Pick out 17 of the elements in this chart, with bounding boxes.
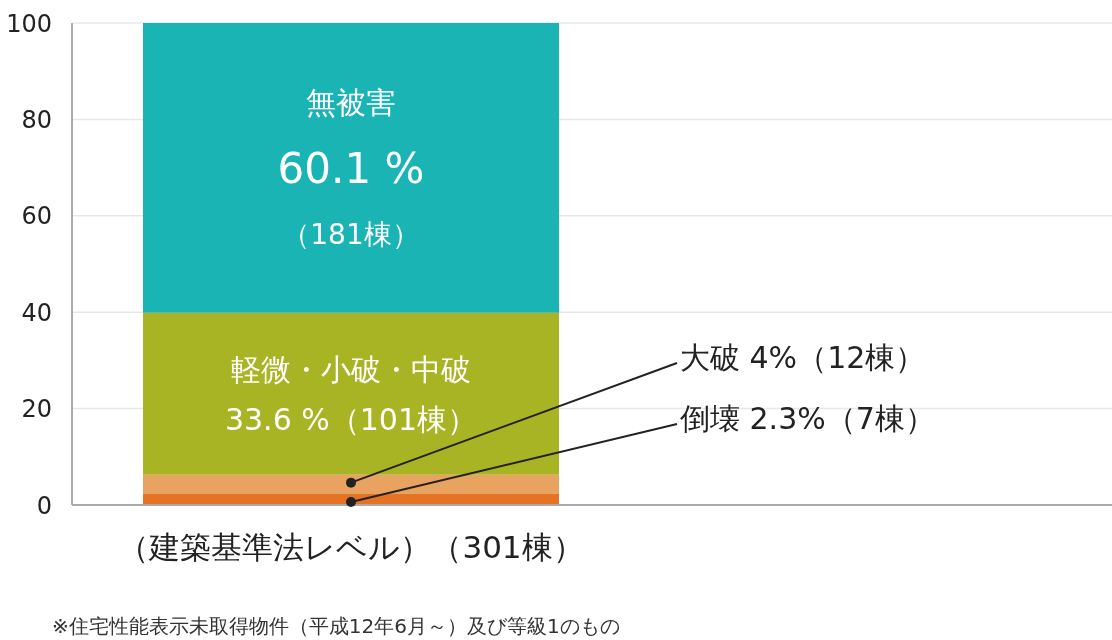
y-tick-label: 20 — [21, 395, 52, 424]
y-tick-label: 100 — [6, 9, 52, 38]
annotation: 大破 4%（12棟） — [680, 339, 926, 375]
data-label: 60.1 % （181棟） — [277, 143, 425, 251]
annotation: 倒壊 2.3%（7棟） — [680, 400, 935, 436]
bar — [143, 23, 559, 313]
series-label: 無被害 — [306, 84, 396, 120]
y-tick-label: 60 — [21, 202, 52, 231]
series-label: 軽微・小破・中破 — [231, 351, 471, 387]
bar — [143, 312, 559, 475]
data-label: 33.6 %（101棟） — [224, 401, 478, 437]
x-tick-label: （建築基準法レベル）（301棟） — [118, 529, 584, 565]
y-tick-label: 0 — [36, 491, 52, 520]
y-tick-label: 80 — [21, 105, 52, 134]
text: ※住宅性能表示未取得物件（平成12年6月～）及び等級1のもの — [52, 614, 620, 638]
bar — [143, 474, 559, 494]
y-tick-label: 40 — [21, 298, 52, 327]
